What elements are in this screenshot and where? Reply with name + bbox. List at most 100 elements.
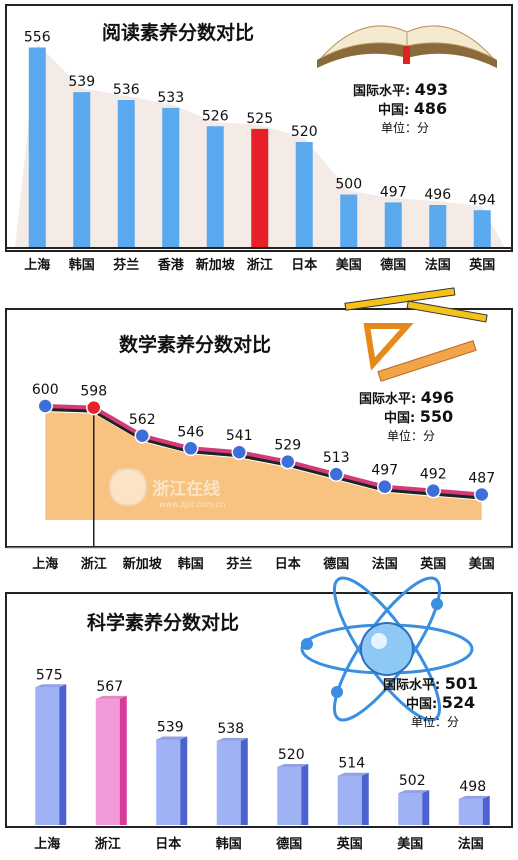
data-label: 526 <box>202 108 229 124</box>
data-label: 497 <box>371 463 398 479</box>
intl-level: 国际水平: 493 <box>353 80 449 99</box>
category-label: 香港 <box>157 257 185 273</box>
bar <box>73 92 91 247</box>
bar-side <box>240 737 248 825</box>
data-point <box>474 486 490 503</box>
data-point <box>280 453 296 470</box>
category-label: 英国 <box>468 257 495 273</box>
category-label: 日本 <box>275 556 301 572</box>
category-label: 韩国 <box>178 556 204 572</box>
bar <box>95 698 120 825</box>
data-label: 502 <box>399 773 426 789</box>
china-level: 中国: 550 <box>384 407 454 426</box>
intl-level: 国际水平: 501 <box>383 674 479 693</box>
data-point <box>231 444 247 460</box>
data-point <box>377 478 393 495</box>
unit-label: 单位：分 <box>411 715 460 729</box>
category-label: 法国 <box>425 257 451 273</box>
unit-label: 单位：分 <box>387 429 436 443</box>
data-point <box>425 482 441 499</box>
data-label: 513 <box>323 450 350 466</box>
data-label: 487 <box>468 471 495 487</box>
data-label: 600 <box>32 382 59 398</box>
reading-chart-panel: 阅读素养分数对比 国际水平: 493 中国: 486 单位：分 556 539 53… <box>5 4 513 273</box>
data-label: 538 <box>217 721 244 737</box>
category-label: 德国 <box>380 257 406 273</box>
watermark: 浙江在线 www.zjol.com.cn <box>109 468 226 509</box>
chart-title: 数学素养分数对比 <box>119 334 272 356</box>
category-label: 芬兰 <box>225 556 252 572</box>
category-label: 德国 <box>323 556 349 572</box>
data-label: 525 <box>246 111 273 127</box>
category-label: 浙江 <box>81 556 107 572</box>
bar-top <box>35 684 67 688</box>
math-plot: 600 598 562 546 541 529 513 497 492 487 上海 浙江 新加坡 韩国 芬… <box>7 382 511 572</box>
data-label: 492 <box>420 467 447 483</box>
category-label: 英国 <box>419 556 446 572</box>
bar <box>384 202 402 247</box>
data-point <box>86 399 102 416</box>
series-line <box>45 404 482 497</box>
unit-label: 单位：分 <box>381 121 430 135</box>
china-level: 中国: 524 <box>406 693 476 712</box>
watermark-url: www.zjol.com.cn <box>159 500 226 509</box>
bar-top <box>277 764 309 767</box>
data-label: 567 <box>96 679 123 695</box>
category-label: 美国 <box>469 556 495 572</box>
area-fill <box>45 412 482 520</box>
bar-top <box>156 736 188 740</box>
bar <box>251 128 269 247</box>
data-point <box>134 428 150 444</box>
bar <box>340 194 358 247</box>
bar-side <box>361 772 369 825</box>
category-label: 新加坡 <box>123 556 163 572</box>
bar <box>429 205 447 247</box>
bar-top <box>337 772 369 776</box>
math-chart-panel: 数学素养分数对比 国际水平: 496 中国: 550 单位：分 600 598 56… <box>5 287 513 572</box>
data-label: 533 <box>157 90 184 106</box>
data-label: 497 <box>380 184 407 200</box>
data-label: 556 <box>24 30 51 46</box>
chart-title: 科学素养分数对比 <box>87 612 240 634</box>
reading-plot: 556 539 536 533 526 525 520 500 497 496 494 上海 韩国 芬兰 香… <box>7 30 511 273</box>
category-label: 浙江 <box>247 257 273 273</box>
data-label: 498 <box>459 779 486 795</box>
bar-top <box>458 795 490 799</box>
watermark-logo-icon <box>109 468 147 506</box>
bar-side <box>301 764 309 825</box>
book-illustration <box>317 25 497 68</box>
data-label: 514 <box>338 756 365 772</box>
category-label: 美国 <box>397 836 423 852</box>
bar <box>162 107 180 247</box>
data-label: 539 <box>157 719 184 735</box>
bar-top <box>95 695 127 699</box>
category-label: 英国 <box>336 836 363 852</box>
data-label: 520 <box>291 124 318 140</box>
category-label: 浙江 <box>95 836 121 852</box>
category-label: 新加坡 <box>196 257 236 273</box>
data-label: 575 <box>36 667 63 683</box>
bar <box>337 775 362 825</box>
bar <box>473 210 491 247</box>
data-point <box>328 466 344 482</box>
data-label: 562 <box>129 412 156 428</box>
category-label: 芬兰 <box>112 257 139 273</box>
watermark-text: 浙江在线 <box>152 479 221 500</box>
data-label: 500 <box>335 177 362 193</box>
bar <box>216 740 241 825</box>
data-label: 541 <box>226 428 253 444</box>
data-label: 539 <box>68 74 95 90</box>
bar <box>117 100 135 247</box>
bar <box>398 793 423 825</box>
data-label: 494 <box>469 192 496 208</box>
bar <box>277 767 302 825</box>
data-label: 598 <box>80 384 107 400</box>
category-label: 德国 <box>276 836 302 852</box>
ruler-pencil-illustration <box>344 287 488 382</box>
category-label: 上海 <box>34 836 60 852</box>
bar <box>206 126 224 247</box>
intl-level: 国际水平: 496 <box>359 388 455 407</box>
bar-top <box>398 790 430 794</box>
data-point <box>37 398 53 414</box>
category-label: 美国 <box>336 257 362 273</box>
